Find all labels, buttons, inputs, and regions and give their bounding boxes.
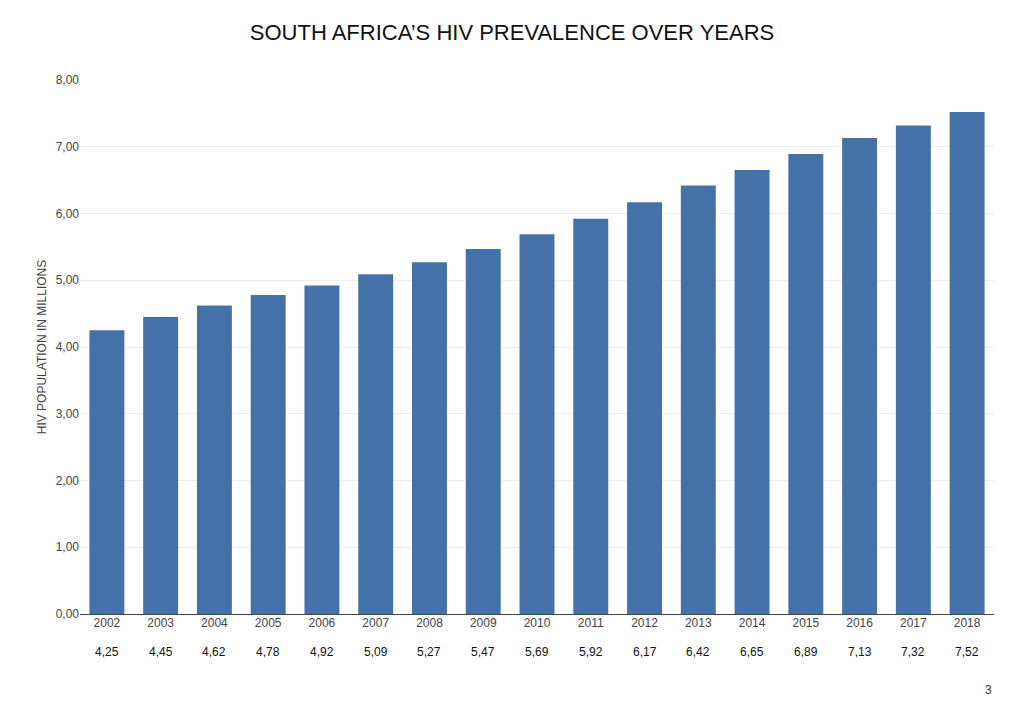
svg-text:4,00: 4,00 — [56, 340, 80, 354]
svg-text:3: 3 — [985, 683, 992, 697]
svg-text:6,42: 6,42 — [686, 645, 710, 659]
svg-text:6,65: 6,65 — [740, 645, 764, 659]
svg-text:8,00: 8,00 — [56, 73, 80, 87]
svg-text:2004: 2004 — [201, 616, 228, 630]
svg-text:5,47: 5,47 — [471, 645, 495, 659]
svg-text:2006: 2006 — [309, 616, 336, 630]
svg-text:4,92: 4,92 — [310, 645, 334, 659]
svg-text:2002: 2002 — [94, 616, 121, 630]
svg-text:2015: 2015 — [792, 616, 819, 630]
svg-text:2017: 2017 — [900, 616, 927, 630]
svg-text:5,92: 5,92 — [579, 645, 603, 659]
svg-text:1,00: 1,00 — [56, 540, 80, 554]
svg-text:SOUTH AFRICA’S HIV PREVALENCE: SOUTH AFRICA’S HIV PREVALENCE OVER YEARS — [250, 20, 774, 45]
svg-text:HIV POPULATION IN MILLIONS: HIV POPULATION IN MILLIONS — [35, 260, 49, 434]
svg-text:2005: 2005 — [255, 616, 282, 630]
svg-text:5,69: 5,69 — [525, 645, 549, 659]
svg-text:4,45: 4,45 — [149, 645, 173, 659]
svg-text:5,09: 5,09 — [364, 645, 388, 659]
svg-text:2008: 2008 — [416, 616, 443, 630]
svg-text:6,17: 6,17 — [633, 645, 657, 659]
svg-text:7,32: 7,32 — [901, 645, 925, 659]
svg-text:7,00: 7,00 — [56, 140, 80, 154]
svg-text:5,00: 5,00 — [56, 273, 80, 287]
svg-text:2016: 2016 — [846, 616, 873, 630]
svg-text:0,00: 0,00 — [56, 607, 80, 621]
svg-text:2,00: 2,00 — [56, 474, 80, 488]
svg-text:4,78: 4,78 — [256, 645, 280, 659]
svg-text:7,13: 7,13 — [848, 645, 872, 659]
svg-text:6,00: 6,00 — [56, 207, 80, 221]
svg-text:5,27: 5,27 — [417, 645, 441, 659]
svg-text:2010: 2010 — [524, 616, 551, 630]
svg-text:2018: 2018 — [954, 616, 981, 630]
svg-text:7,52: 7,52 — [955, 645, 979, 659]
svg-text:2007: 2007 — [362, 616, 389, 630]
svg-text:2009: 2009 — [470, 616, 497, 630]
svg-text:2014: 2014 — [739, 616, 766, 630]
svg-text:2011: 2011 — [578, 616, 604, 630]
svg-text:4,25: 4,25 — [95, 645, 119, 659]
svg-text:4,62: 4,62 — [202, 645, 226, 659]
svg-text:2012: 2012 — [631, 616, 658, 630]
svg-text:3,00: 3,00 — [56, 407, 80, 421]
svg-text:2003: 2003 — [147, 616, 174, 630]
svg-text:2013: 2013 — [685, 616, 712, 630]
svg-text:6,89: 6,89 — [794, 645, 818, 659]
